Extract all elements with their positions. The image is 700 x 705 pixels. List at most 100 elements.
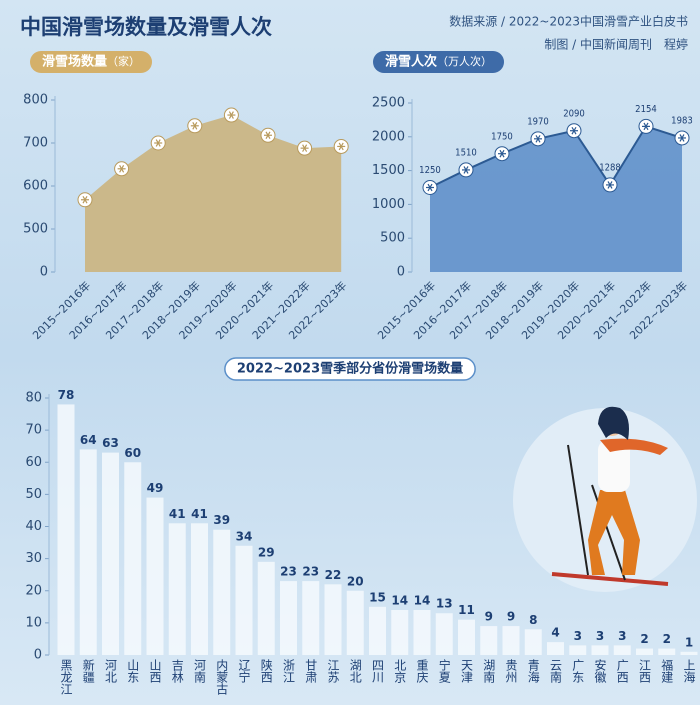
marker-glyph (338, 142, 344, 151)
bar (458, 619, 475, 655)
value-label: 20 (347, 574, 364, 588)
bar (480, 626, 498, 655)
value-label: 1288 (599, 162, 621, 174)
bar (79, 449, 97, 655)
marker-glyph (192, 122, 198, 130)
y-tick-label: 30 (25, 551, 42, 566)
x-tick-label: 甘肃 (304, 659, 318, 684)
marker (187, 118, 203, 134)
value-label: 2090 (563, 108, 585, 120)
marker (223, 107, 239, 123)
chart-label: 2022~2023雪季部分省份滑雪场数量 (224, 357, 476, 381)
y-tick-label: 600 (23, 179, 48, 194)
marker (458, 162, 474, 178)
y-tick-label: 500 (380, 231, 405, 246)
source: 数据来源 / 2022~2023中国滑雪产业白皮书 (449, 14, 688, 29)
marker (150, 135, 166, 151)
value-label: 49 (147, 481, 164, 495)
x-tick-label: 湖南 (482, 658, 496, 683)
value-label: 39 (213, 513, 230, 527)
value-label: 1510 (455, 147, 477, 159)
marker-glyph (499, 149, 505, 158)
x-tick-label: 天津 (460, 659, 474, 683)
bar (57, 404, 75, 655)
marker (566, 123, 582, 139)
bar (168, 523, 186, 655)
bar (502, 626, 520, 655)
marker-glyph (607, 181, 613, 189)
y-tick-label: 1000 (372, 197, 405, 212)
y-tick-label: 2000 (372, 129, 405, 144)
bar (524, 629, 542, 655)
value-label: 3 (618, 629, 626, 643)
bar (391, 610, 409, 655)
bar (102, 452, 119, 655)
x-tick-label: 青海 (526, 659, 540, 683)
x-tick-label: 广东 (571, 659, 585, 683)
bar (257, 561, 275, 655)
marker (77, 192, 93, 208)
value-label: 9 (485, 610, 493, 624)
credit: 制图 / 中国新闻周刊 程婷 (544, 37, 688, 52)
marker (114, 161, 130, 177)
bar (413, 610, 431, 655)
x-tick-label: 重庆 (415, 659, 429, 683)
x-tick-label: 浙江 (282, 659, 296, 683)
y-tick-label: 700 (23, 136, 48, 151)
value-label: 14 (414, 594, 431, 608)
y-tick-label: 2500 (372, 96, 405, 111)
value-label: 3 (596, 629, 604, 643)
x-tick-label: 河南 (193, 659, 207, 683)
value-label: 1 (685, 635, 693, 649)
value-label: 60 (124, 446, 141, 460)
value-label: 15 (369, 590, 386, 604)
value-label: 2 (640, 632, 648, 646)
value-label: 78 (58, 388, 75, 402)
x-tick-label: 江西 (638, 659, 652, 683)
value-label: 1250 (419, 165, 441, 177)
y-tick-label: 80 (25, 391, 42, 406)
x-tick-label: 内蒙古 (215, 659, 229, 695)
bar (146, 497, 164, 655)
x-tick-label: 辽宁 (237, 659, 251, 683)
x-tick-label: 北京 (393, 659, 407, 684)
chart-title: 滑雪人次 (385, 54, 437, 70)
chart-title: 2022~2023雪季部分省份滑雪场数量 (237, 361, 463, 377)
value-label: 2 (663, 632, 671, 646)
value-label: 63 (102, 436, 119, 450)
value-label: 34 (236, 529, 253, 543)
x-tick-label: 湖北 (348, 658, 362, 684)
x-tick-label: 陕西 (259, 658, 273, 683)
bar (680, 651, 698, 655)
bar (124, 462, 142, 655)
marker (260, 127, 276, 143)
value-label: 1750 (491, 131, 513, 143)
marker-glyph (119, 165, 125, 173)
marker-glyph (427, 183, 433, 192)
marker-glyph (643, 122, 649, 131)
value-label: 23 (302, 565, 319, 579)
value-label: 11 (458, 603, 475, 617)
x-tick-label: 山西 (148, 659, 162, 683)
marker-glyph (571, 126, 577, 135)
bar (324, 584, 342, 655)
marker-glyph (228, 111, 234, 119)
y-tick-label: 1500 (372, 163, 405, 178)
bar (191, 523, 208, 655)
chart-label-bg (373, 51, 505, 73)
x-tick-label: 广西 (615, 659, 629, 683)
bar (346, 590, 364, 655)
x-tick-label: 江苏 (326, 659, 340, 683)
y-tick-label: 500 (23, 222, 48, 237)
chart-unit: （家） (107, 54, 140, 68)
value-label: 22 (325, 568, 342, 582)
x-tick-label: 黑龙江 (59, 659, 73, 695)
marker-glyph (535, 135, 541, 143)
y-tick-label: 20 (25, 583, 42, 598)
bar (613, 645, 631, 655)
area (430, 126, 682, 272)
marker (530, 131, 546, 147)
y-tick-label: 60 (25, 455, 42, 470)
value-label: 64 (80, 433, 97, 447)
x-tick-label: 安徽 (593, 658, 607, 683)
